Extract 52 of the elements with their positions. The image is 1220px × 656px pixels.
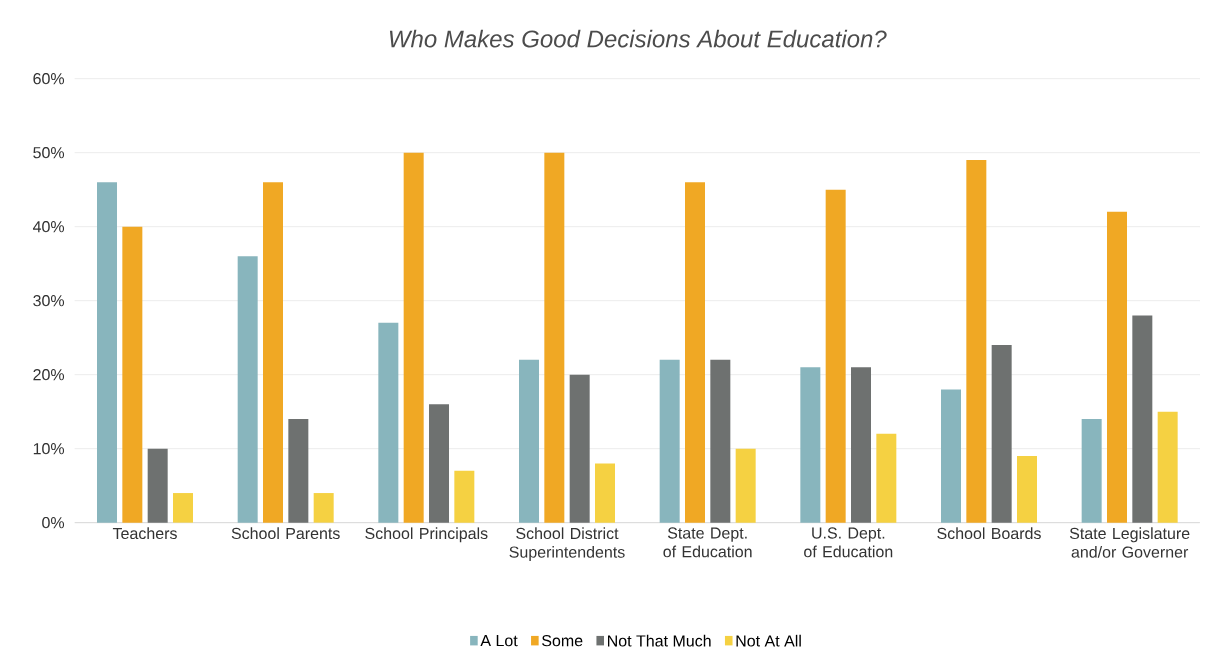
x-tick-label: School Principals [365,527,488,543]
bar [710,359,731,523]
bar [1017,456,1037,523]
bar [1107,211,1127,523]
legend-label: A Lot [480,635,518,647]
bar [544,152,565,523]
y-tick-label: 50% [33,147,65,159]
bar [147,448,168,523]
chart-title: Who Makes Good Decisions About Education? [389,29,887,48]
bar [595,463,616,523]
bar [735,448,756,523]
bar [288,419,309,523]
bar [1157,411,1178,523]
x-tick-label: U.S. Dept. of Education [804,527,893,558]
bar [122,226,143,523]
bar [659,359,680,523]
x-tick-label: Teachers [112,527,177,540]
bar [966,160,987,523]
bar [991,345,1012,523]
bar [941,389,961,523]
bar [97,182,118,523]
y-tick-label: 0% [42,516,65,529]
x-tick-label: State Dept. of Education [663,527,752,558]
x-tick-label: School District Superintendents [509,527,625,561]
y-tick-label: 30% [33,295,65,307]
bar [403,152,424,523]
x-tick-label: School Parents [231,527,340,540]
bar [429,404,449,523]
bar [378,322,399,523]
bar [569,374,590,523]
legend-label: Some [542,635,583,647]
bar [263,182,284,523]
bar [313,493,334,523]
bar [237,256,258,523]
x-tick-label: State Legislature and/or Governer [1069,527,1190,558]
bar [1132,315,1153,523]
y-tick-label: 60% [33,73,65,85]
bar [1081,419,1102,523]
y-tick-label: 20% [33,369,65,381]
bar [825,189,846,523]
bar [454,470,475,523]
legend-label: Not That Much [608,634,711,647]
y-tick-label: 10% [33,443,65,455]
bar [800,367,821,523]
bar [851,367,871,523]
bar [685,182,705,523]
bar [173,493,194,523]
x-tick-label: School Boards [937,527,1041,540]
y-tick-label: 40% [32,221,65,233]
legend-label: Not At All [736,634,801,647]
bar [876,433,897,523]
bar [519,359,540,523]
